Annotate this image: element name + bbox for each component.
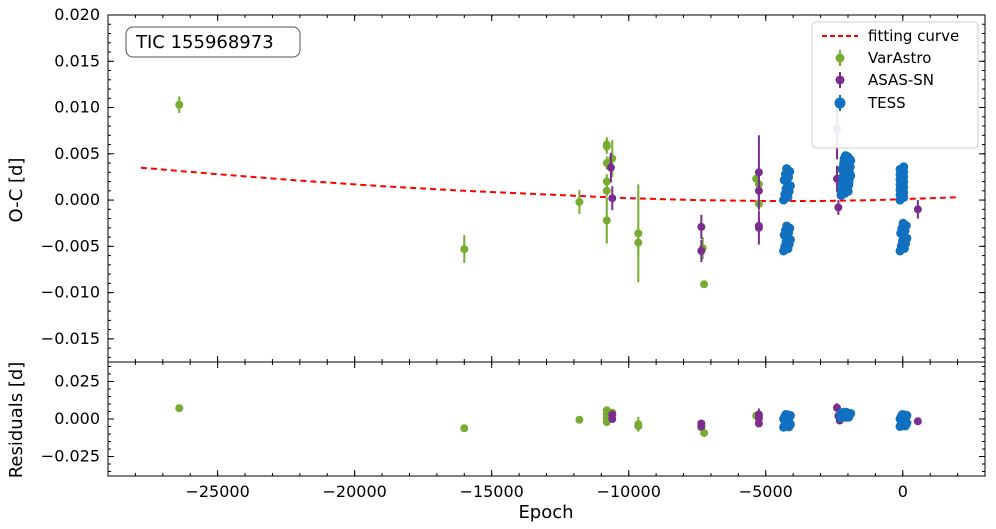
oc-varastro-point: [602, 177, 611, 186]
x-tick-label: 0: [898, 482, 908, 501]
oc-ytick-label: −0.010: [41, 283, 100, 302]
residuals-ylabel: Residuals [d]: [6, 362, 27, 479]
oc-ytick-label: −0.015: [41, 329, 100, 348]
residuals-tess-point: [781, 410, 791, 419]
residuals-tess-point: [781, 419, 791, 428]
oc-varastro-point: [602, 142, 611, 151]
residuals-varastro-point: [575, 415, 584, 424]
oc-fitting-curve: [140, 166, 958, 202]
legend-varastro-swatch: [835, 50, 845, 66]
x-tick-label: −10000: [597, 482, 661, 501]
residuals-panel-frame: [107, 361, 986, 477]
legend-tess-label: TESS: [867, 94, 906, 112]
oc-asassn-point: [913, 205, 922, 214]
oc-varastro-point: [602, 186, 611, 195]
legend: fitting curve VarAstro ASAS-SN TESS: [811, 21, 979, 149]
oc-ylabel: O-C [d]: [6, 158, 27, 223]
oc-varastro-point: [175, 100, 184, 109]
x-tick-label: −20000: [323, 482, 387, 501]
oc-varastro-point: [700, 280, 709, 289]
residuals-ytick-label: 0.025: [54, 372, 100, 391]
residuals-asassn-point: [754, 419, 763, 428]
residuals-tess-point: [897, 417, 907, 427]
annotation-box: [125, 26, 301, 58]
oc-asassn-point: [697, 246, 706, 255]
object-annotation: TIC 155968973: [125, 26, 301, 58]
oc-ytick-label: −0.005: [41, 236, 100, 255]
residuals-varastro-point: [700, 428, 709, 437]
oc-tess-point: [840, 151, 850, 161]
residuals-varastro-point: [634, 422, 643, 431]
oc-asassn-point: [608, 194, 617, 203]
oc-tess-point: [782, 221, 792, 231]
x-tick-label: −15000: [460, 482, 524, 501]
residuals-asassn-point: [697, 422, 706, 431]
oc-asassn-point: [606, 163, 615, 172]
oc-asassn-point: [754, 223, 763, 232]
oc-tess-point: [899, 162, 909, 172]
oc-varastro-point: [460, 245, 469, 254]
oc-varastro-point: [608, 154, 617, 163]
residuals-tess-point: [839, 407, 849, 417]
oc-ytick-label: 0.020: [54, 5, 100, 24]
oc-ytick-label: 0.015: [54, 51, 100, 70]
legend-fit-label: fitting curve: [868, 27, 959, 45]
x-tick-label: −25000: [185, 482, 249, 501]
residuals-asassn-point: [608, 415, 617, 423]
residuals-tess-point: [897, 410, 907, 419]
oc-varastro-point: [575, 197, 584, 206]
residuals-ytick-label: 0.000: [54, 409, 100, 428]
legend-asassn-swatch: [835, 72, 845, 88]
x-axis-title: Epoch: [518, 502, 573, 523]
oc-ytick-label: 0.005: [54, 144, 100, 163]
ticks-layer: 0.020 0.015 0.010 0.005 0.000 −0.005 −0.010 −0.…: [41, 5, 986, 501]
oc-ytick-label: 0.000: [54, 190, 100, 209]
residuals-varastro-point: [175, 404, 184, 413]
oc-tess-point: [898, 218, 908, 228]
oc-asassn-point: [834, 203, 843, 212]
oc-asassn-point: [754, 168, 763, 177]
residuals-varastro-point: [460, 424, 469, 433]
legend-box: [811, 21, 979, 149]
annotation-label: TIC 155968973: [135, 32, 274, 53]
legend-tess-swatch: [834, 95, 846, 111]
x-tick-label: −5000: [739, 482, 793, 501]
legend-varastro-label: VarAstro: [868, 49, 931, 67]
residuals-asassn-point: [913, 417, 922, 426]
oc-tess-point: [782, 164, 792, 174]
legend-asassn-label: ASAS-SN: [868, 71, 934, 89]
marks-layer: [140, 96, 958, 437]
oc-ytick-label: 0.010: [54, 98, 100, 117]
oc-varastro-point: [602, 216, 611, 225]
oc-asassn-point: [697, 222, 706, 231]
oc-varastro-point: [634, 238, 643, 247]
residuals-ytick-label: −0.025: [41, 447, 100, 466]
oc-asassn-point: [754, 186, 763, 195]
